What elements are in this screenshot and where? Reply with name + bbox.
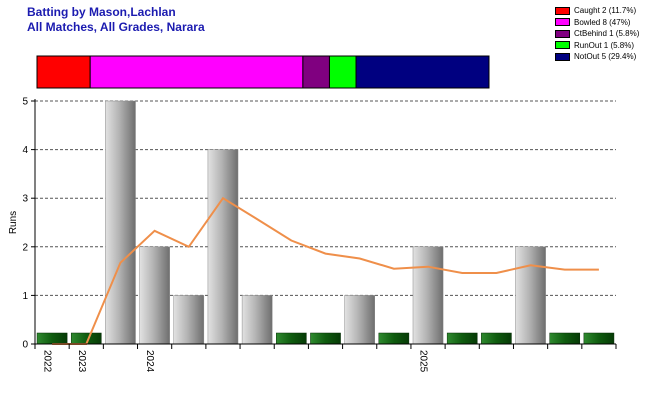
legend-swatch — [555, 52, 570, 61]
dismissal-segment — [328, 55, 357, 89]
legend-swatch — [555, 18, 570, 27]
innings-bar — [105, 100, 136, 345]
average-line — [52, 196, 599, 345]
not-out-bar — [481, 332, 512, 345]
x-tick-label: 2022 — [42, 350, 53, 373]
innings-bar — [412, 246, 444, 345]
legend-swatch — [555, 6, 570, 15]
dismissal-segment — [355, 55, 490, 89]
legend-label: NotOut 5 (29.4%) — [574, 52, 637, 62]
legend-item: Caught 2 (11.7%) — [555, 5, 639, 17]
x-tick-label: 2023 — [76, 350, 87, 373]
not-out-bar — [378, 332, 410, 345]
innings-bar — [344, 295, 375, 345]
legend-item: Bowled 8 (47%) — [555, 17, 639, 29]
x-tick-label: 2024 — [144, 350, 155, 373]
dismissal-segment — [302, 55, 330, 89]
not-out-bar — [549, 332, 581, 345]
y-axis-label: Runs — [8, 211, 19, 234]
legend-swatch — [555, 41, 570, 50]
innings-bar — [207, 149, 239, 345]
y-tick-label: 5 — [22, 97, 28, 108]
legend: Caught 2 (11.7%) Bowled 8 (47%) CtBehind 1… — [555, 5, 639, 63]
y-tick-label: 4 — [22, 145, 28, 156]
chart-subtitle: All Matches, All Grades, Narara — [27, 20, 205, 34]
not-out-bar — [276, 332, 307, 345]
dismissal-segment — [36, 55, 91, 89]
y-tick-label: 2 — [22, 242, 28, 253]
innings-bar — [515, 246, 546, 345]
legend-label: Caught 2 (11.7%) — [574, 6, 637, 16]
not-out-bar — [583, 332, 615, 345]
y-tick-label: 1 — [22, 291, 28, 302]
y-tick-label: 3 — [22, 194, 28, 205]
innings-bar — [241, 295, 273, 345]
legend-item: RunOut 1 (5.8%) — [555, 40, 639, 52]
legend-item: NotOut 5 (29.4%) — [555, 51, 639, 63]
not-out-bar — [310, 332, 341, 345]
legend-label: Bowled 8 (47%) — [574, 17, 631, 27]
legend-label: CtBehind 1 (5.8%) — [574, 29, 640, 39]
y-tick-label: 0 — [22, 340, 28, 351]
innings-bar — [139, 246, 170, 345]
legend-label: RunOut 1 (5.8%) — [574, 40, 635, 50]
innings-bar — [173, 295, 205, 345]
x-tick-label: 2025 — [418, 350, 429, 373]
dismissal-segment — [89, 55, 304, 89]
legend-swatch — [555, 29, 570, 38]
chart-title: Batting by Mason,Lachlan — [27, 5, 176, 19]
not-out-bar — [36, 332, 68, 345]
legend-item: CtBehind 1 (5.8%) — [555, 28, 639, 40]
not-out-bar — [446, 332, 478, 345]
